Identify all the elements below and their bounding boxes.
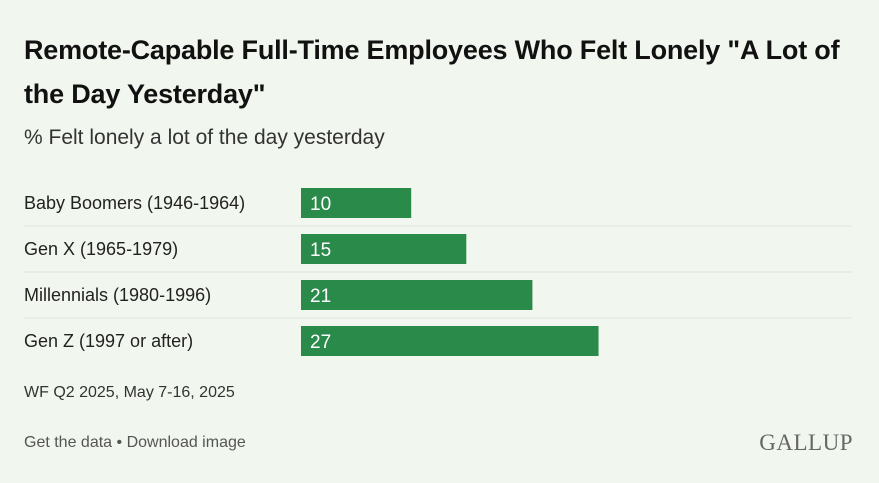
category-label: Millennials (1980-1996)	[24, 285, 211, 305]
chart-subtitle: % Felt lonely a lot of the day yesterday	[24, 126, 385, 149]
category-label: Gen X (1965-1979)	[24, 239, 178, 259]
bar[interactable]	[301, 280, 533, 310]
bar[interactable]	[301, 234, 467, 264]
download-image-link[interactable]: Download image	[126, 434, 246, 451]
category-label: Baby Boomers (1946-1964)	[24, 193, 245, 213]
bar-value-label: 27	[310, 332, 331, 353]
chart-title: Remote-Capable Full-Time Employees Who F…	[24, 35, 840, 109]
get-data-link[interactable]: Get the data	[24, 434, 113, 451]
footer-separator: •	[116, 434, 123, 451]
bar[interactable]	[301, 188, 412, 218]
source-note: WF Q2 2025, May 7-16, 2025	[24, 384, 235, 401]
bar[interactable]	[301, 326, 599, 356]
gallup-logo: GALLUP	[759, 430, 853, 455]
category-label: Gen Z (1997 or after)	[24, 331, 193, 351]
bar-value-label: 10	[310, 194, 331, 215]
footer-links: Get the data • Download image	[24, 434, 246, 452]
bar-value-label: 21	[310, 286, 331, 307]
bar-value-label: 15	[310, 240, 331, 261]
